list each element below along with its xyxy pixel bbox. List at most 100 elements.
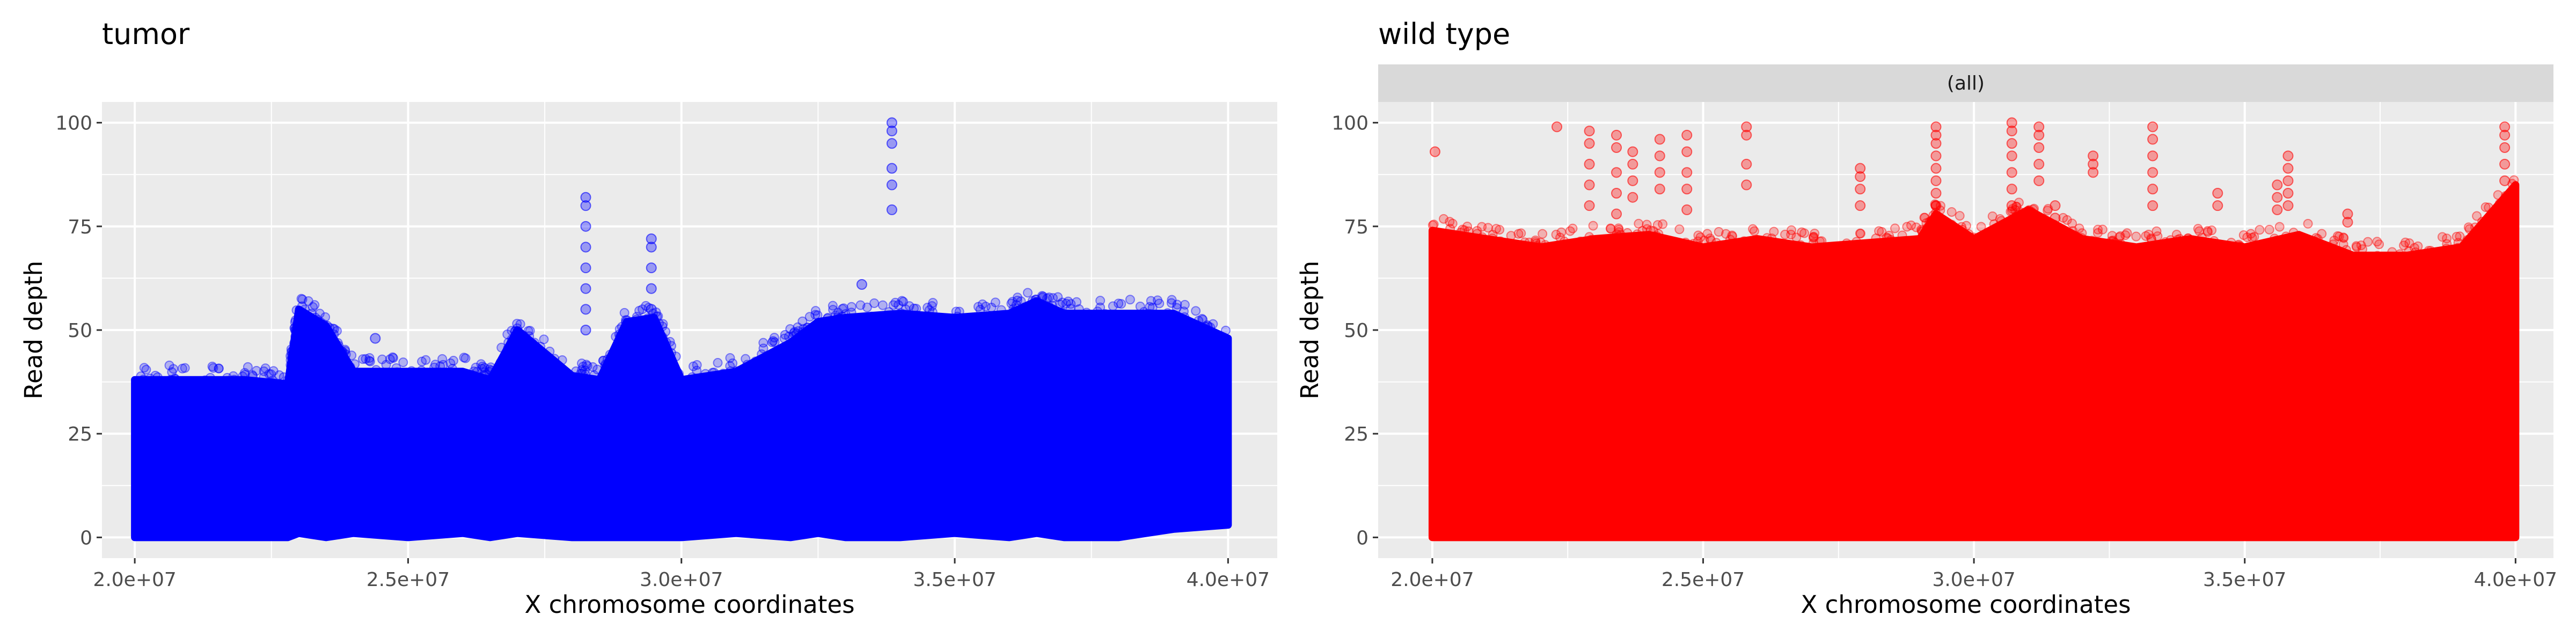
data-point [742,360,752,370]
data-point [1688,239,1699,249]
data-point [924,305,934,316]
data-point [1786,230,1796,240]
data-point [1017,308,1027,318]
y-tick-label: 0 [1356,527,1368,549]
outlier-point [2147,167,2158,178]
data-point [990,313,1000,323]
data-point [1957,222,1967,232]
outlier-point [1681,146,1693,157]
data-point [290,323,300,333]
data-point [1787,245,1797,255]
data-point [391,363,401,373]
data-point [421,355,431,365]
x-axis-title-wild-type: X chromosome coordinates [1801,590,2131,619]
data-point [1031,294,1041,304]
data-point [1817,236,1827,246]
data-point [2453,243,2463,253]
data-point [592,364,602,375]
data-point [718,369,728,379]
data-point [438,360,448,370]
data-point [617,321,627,332]
data-point [2007,219,2017,230]
data-point [247,370,258,380]
data-point [2247,232,2257,243]
data-point [638,320,648,330]
data-point [1711,238,1722,248]
outlier-point [886,138,897,149]
data-point [365,356,375,367]
data-point [2207,225,2217,236]
data-point [582,361,592,371]
data-point [205,372,215,383]
data-point [1809,233,1819,243]
data-point [550,354,560,364]
data-point [2027,207,2037,217]
data-point [1967,235,1977,245]
data-point [1928,210,1938,221]
data-point [2288,228,2299,238]
outlier-point [1741,129,1752,141]
outlier-point [2499,142,2511,153]
data-point [1559,236,1569,246]
data-point [2255,225,2265,235]
data-point [251,365,261,376]
data-point [342,362,352,372]
data-point [952,311,962,321]
data-point [510,326,521,336]
data-point [1472,226,1482,236]
data-point [1180,299,1190,310]
data-point [1762,233,1772,243]
data-point [1042,294,1052,304]
data-point [459,353,469,363]
data-point [785,324,795,334]
outlier-point [580,241,591,253]
data-point [1725,235,1735,245]
data-point [1622,228,1633,238]
data-point [923,303,933,313]
data-point [208,380,218,391]
data-point [333,338,343,348]
data-point [330,324,340,334]
data-point [789,327,800,337]
data-point [141,364,151,375]
data-point [385,354,395,364]
data-point [2092,228,2103,238]
data-point [1968,232,1979,243]
data-point [1705,233,1715,244]
data-point [1906,220,1916,230]
data-point [731,366,742,376]
data-point [1695,232,1706,243]
data-point [2149,243,2160,253]
data-point [2330,247,2340,257]
outlier-point [2050,213,2061,224]
data-point [784,342,794,353]
data-point [839,314,849,325]
data-point [2183,233,2193,244]
data-point [1006,298,1016,309]
data-point [322,320,332,331]
outlier-point [1584,158,1595,170]
data-point [1455,228,1466,238]
data-point [2233,240,2243,251]
data-point [888,300,898,310]
data-point [692,365,702,376]
data-point [605,349,615,360]
data-point [239,368,250,378]
data-point [836,317,846,327]
data-point [2234,239,2244,250]
outlier-point [1611,142,1622,153]
data-point [996,311,1006,321]
data-point [978,316,988,326]
data-point [598,355,609,365]
data-point [674,369,684,379]
data-point [1680,237,1690,247]
point-cloud-band [131,297,1232,541]
data-point [1012,296,1022,306]
data-point [927,307,938,317]
data-point [1551,230,1561,240]
data-point [1018,304,1028,314]
data-point [1063,296,1073,306]
outlier-point [1627,175,1638,186]
data-point [1044,302,1055,312]
data-point [867,311,877,321]
